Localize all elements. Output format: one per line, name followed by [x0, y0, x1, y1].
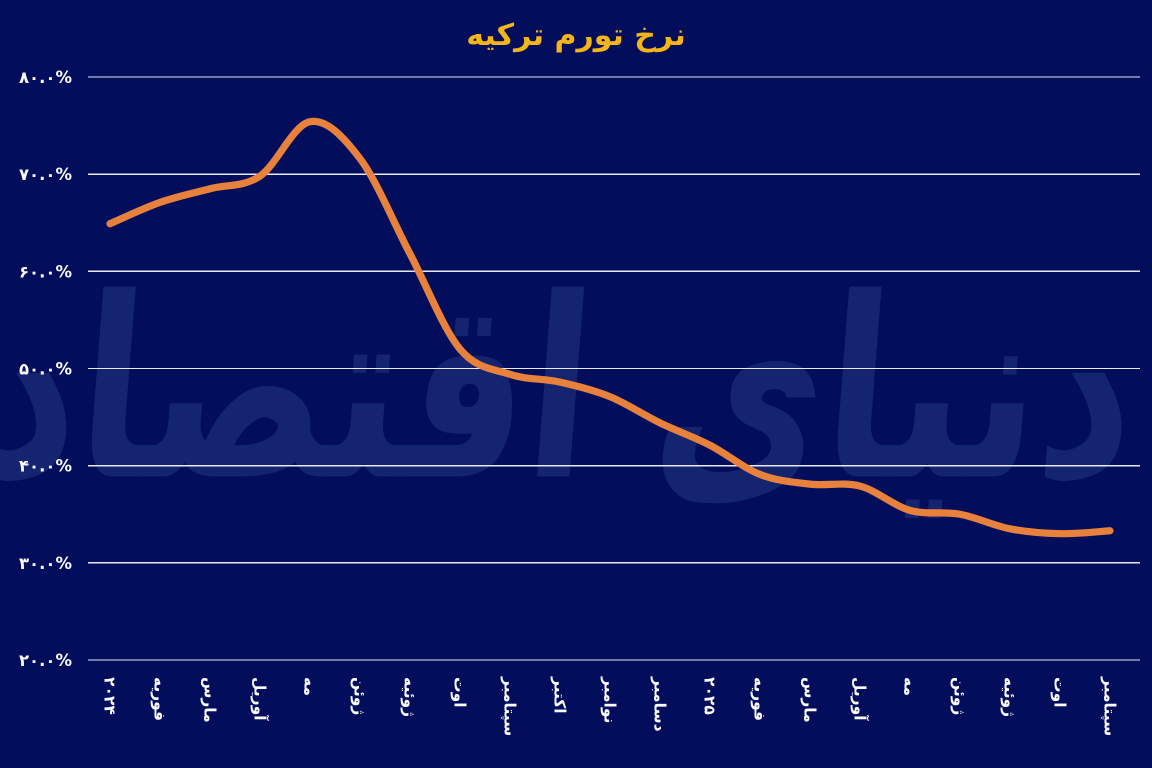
- x-axis-tick-label: فوریه: [151, 677, 169, 721]
- x-axis-tick-label: آوریل: [251, 677, 270, 721]
- x-axis-tick-label: مارس: [801, 677, 819, 723]
- x-axis-tick-label: سپتامبر: [500, 676, 519, 736]
- x-axis-tick-label: اوت: [451, 677, 469, 708]
- y-axis-tick-label: ۷۰.۰%: [19, 165, 72, 184]
- x-axis-tick-label: مه: [301, 677, 319, 696]
- y-axis-tick-label: ۸۰.۰%: [19, 68, 72, 87]
- y-axis-tick-label: ۳۰.۰%: [19, 554, 72, 573]
- y-axis-tick-label: ۵۰.۰%: [19, 360, 72, 379]
- x-axis-tick-label: مارس: [201, 677, 219, 723]
- x-axis-tick-label: ژوئن: [951, 677, 969, 715]
- x-axis-tick-label: مه: [901, 677, 919, 696]
- x-axis-tick-label: آوریل: [851, 677, 870, 721]
- x-axis-tick-label: ۲۰۲۴: [101, 677, 119, 715]
- x-axis-tick-label: ژوئیه: [1001, 677, 1019, 717]
- x-axis-tick-label: ژوئن: [351, 677, 369, 715]
- x-axis-tick-label: فوریه: [751, 677, 769, 721]
- y-axis-tick-label: ۲۰.۰%: [19, 651, 72, 670]
- x-axis-tick-label: سپتامبر: [1100, 676, 1119, 736]
- x-axis-tick-label: دسامبر: [651, 676, 669, 732]
- y-axis-tick-label: ۴۰.۰%: [19, 457, 72, 476]
- y-axis-tick-label: ۶۰.۰%: [19, 262, 72, 281]
- x-axis-tick-label: اکتبر: [551, 676, 569, 714]
- x-axis-tick-label: نوامبر: [601, 676, 619, 723]
- chart-title: نرخ تورم ترکیه: [466, 18, 686, 53]
- inflation-rate-line: [106, 117, 1114, 538]
- x-axis-tick-label: اوت: [1051, 677, 1069, 708]
- x-axis-tick-label: ۲۰۲۵: [701, 677, 719, 715]
- x-axis-tick-label: ژوئیه: [401, 677, 419, 717]
